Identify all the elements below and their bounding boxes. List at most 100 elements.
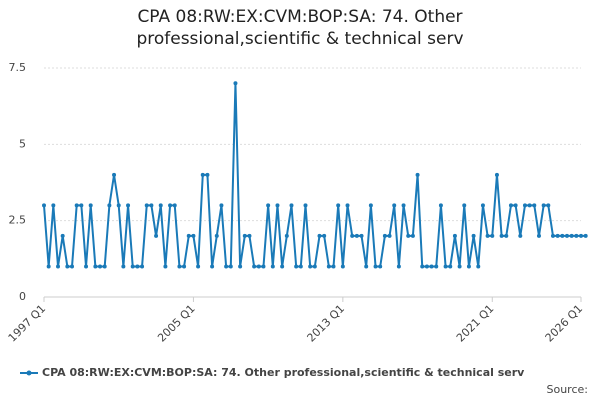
point	[364, 264, 369, 269]
point	[499, 233, 504, 238]
point	[466, 264, 471, 269]
legend-marker	[26, 370, 32, 376]
point	[154, 233, 159, 238]
point	[443, 264, 448, 269]
x-tick-label: 2021 Q1	[454, 302, 497, 345]
point	[182, 264, 187, 269]
point	[373, 264, 378, 269]
x-tick-label: 2026 Q1	[543, 302, 586, 345]
point	[233, 81, 238, 86]
point	[261, 264, 266, 269]
legend-label: CPA 08:RW:EX:CVM:BOP:SA: 74. Other profe…	[42, 366, 525, 379]
point	[70, 264, 75, 269]
point	[550, 233, 555, 238]
point	[340, 264, 345, 269]
point	[434, 264, 439, 269]
point	[406, 233, 411, 238]
point	[196, 264, 201, 269]
point	[74, 203, 79, 208]
point	[42, 203, 46, 208]
point	[532, 203, 537, 208]
point	[130, 264, 135, 269]
point	[504, 233, 509, 238]
point	[452, 233, 457, 238]
point	[410, 233, 415, 238]
point	[317, 233, 322, 238]
point	[448, 264, 453, 269]
point	[158, 203, 163, 208]
point	[536, 233, 541, 238]
point	[392, 203, 397, 208]
point	[177, 264, 182, 269]
point	[280, 264, 285, 269]
point	[186, 233, 191, 238]
point	[121, 264, 126, 269]
point	[560, 233, 565, 238]
point	[368, 203, 373, 208]
point	[438, 203, 443, 208]
point	[116, 203, 121, 208]
point	[289, 203, 294, 208]
point	[476, 264, 481, 269]
y-tick-label: 7.5	[9, 61, 27, 74]
point	[494, 172, 499, 177]
point	[252, 264, 257, 269]
point	[210, 264, 215, 269]
point	[574, 233, 579, 238]
x-tick-label: 2005 Q1	[155, 302, 198, 345]
point	[359, 233, 364, 238]
point	[396, 264, 401, 269]
point	[163, 264, 168, 269]
point	[65, 264, 70, 269]
point	[191, 233, 196, 238]
point	[140, 264, 145, 269]
point	[144, 203, 149, 208]
point	[303, 203, 308, 208]
point	[112, 172, 117, 177]
point	[238, 264, 243, 269]
point	[350, 233, 355, 238]
point	[135, 264, 140, 269]
point	[322, 233, 327, 238]
point	[513, 203, 518, 208]
point	[214, 233, 219, 238]
point	[270, 264, 275, 269]
point	[522, 203, 527, 208]
point	[298, 264, 303, 269]
point	[224, 264, 229, 269]
point	[266, 203, 271, 208]
point	[247, 233, 252, 238]
point	[205, 172, 210, 177]
chart-title: CPA 08:RW:EX:CVM:BOP:SA: 74. Other profe…	[136, 7, 464, 49]
point	[60, 233, 65, 238]
point	[242, 233, 247, 238]
point	[93, 264, 98, 269]
point	[84, 264, 89, 269]
point	[219, 203, 224, 208]
point	[345, 203, 350, 208]
point	[546, 203, 551, 208]
point	[429, 264, 434, 269]
point	[107, 203, 112, 208]
point	[168, 203, 173, 208]
point	[56, 264, 61, 269]
point	[326, 264, 331, 269]
point	[312, 264, 317, 269]
point	[480, 203, 485, 208]
point	[275, 203, 280, 208]
point	[471, 233, 476, 238]
point	[579, 233, 583, 238]
point	[126, 203, 131, 208]
point	[228, 264, 233, 269]
point	[583, 233, 588, 238]
point	[256, 264, 261, 269]
point	[331, 264, 336, 269]
point	[378, 264, 383, 269]
point	[102, 264, 107, 269]
point	[382, 233, 387, 238]
point	[172, 203, 177, 208]
point	[508, 203, 513, 208]
point	[149, 203, 154, 208]
point	[457, 264, 462, 269]
